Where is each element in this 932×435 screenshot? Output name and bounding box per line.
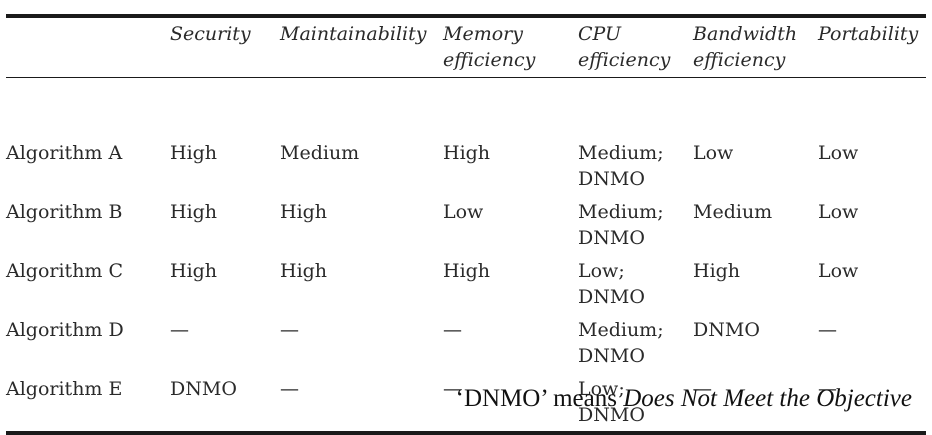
algorithm-comparison-table: Security Maintainability Memory efficienc…	[6, 18, 926, 431]
portability-cell: —	[818, 319, 837, 341]
row-label-cell: Algorithm D	[6, 319, 124, 341]
header-cell-security: Security	[170, 23, 251, 45]
security-cell: —	[170, 319, 189, 341]
table-row: Algorithm B High High Low Medium; DNMO Me…	[6, 195, 926, 254]
bandwidth-efficiency-cell: DNMO	[693, 319, 760, 341]
maintainability-cell: —	[280, 378, 299, 400]
header-cell-portability: Portability	[818, 23, 919, 45]
portability-cell: Low	[818, 260, 859, 282]
maintainability-cell: Medium	[280, 142, 360, 164]
footnote-definition: Does Not Meet the Objective	[623, 385, 912, 412]
bandwidth-efficiency-cell: Low	[693, 142, 734, 164]
cpu-efficiency-cell: Low; DNMO	[578, 260, 645, 308]
header-divider-rule	[6, 77, 926, 78]
header-cell-memory-efficiency: Memory efficiency	[443, 23, 536, 71]
portability-cell: Low	[818, 142, 859, 164]
comparison-table-container: Security Maintainability Memory efficienc…	[6, 14, 926, 435]
header-cell-cpu-efficiency: CPU efficiency	[578, 23, 671, 71]
footnote-prefix: ‘DNMO’ means	[455, 385, 624, 412]
table-row: Algorithm D — — — Medium; DNMO DNMO —	[6, 313, 926, 372]
table-top-rule	[6, 14, 926, 18]
security-cell: High	[170, 142, 218, 164]
header-cell-bandwidth-efficiency: Bandwidth efficiency	[693, 23, 798, 71]
table-row: Algorithm A High Medium High Medium; DNMO…	[6, 136, 926, 195]
header-cell-maintainability: Maintainability	[280, 23, 427, 45]
bandwidth-efficiency-cell: Medium	[693, 201, 773, 223]
memory-efficiency-cell: —	[443, 319, 462, 341]
table-header-row: Security Maintainability Memory efficienc…	[6, 18, 926, 77]
security-cell: High	[170, 260, 218, 282]
table-row: Algorithm E DNMO — — Low; DNMO — —	[6, 372, 926, 431]
security-cell: DNMO	[170, 378, 237, 400]
maintainability-cell: High	[280, 260, 328, 282]
memory-efficiency-cell: High	[443, 260, 491, 282]
bandwidth-efficiency-cell: High	[693, 260, 741, 282]
maintainability-cell: —	[280, 319, 299, 341]
memory-efficiency-cell: —	[443, 378, 462, 400]
portability-cell: Low	[818, 201, 859, 223]
bandwidth-efficiency-cell: —	[693, 378, 712, 400]
table-bottom-rule	[6, 431, 926, 435]
row-label-cell: Algorithm C	[6, 260, 124, 282]
maintainability-cell: High	[280, 201, 328, 223]
row-label-cell: Algorithm B	[6, 201, 123, 223]
row-label-cell: Algorithm A	[6, 142, 123, 164]
table-row: Algorithm C High High High Low; DNMO High…	[6, 254, 926, 313]
header-cell-blank	[6, 18, 170, 77]
memory-efficiency-cell: High	[443, 142, 491, 164]
security-cell: High	[170, 201, 218, 223]
dnmo-footnote: ‘DNMO’ means Does Not Meet the Objective	[456, 385, 912, 413]
cpu-efficiency-cell: Medium; DNMO	[578, 319, 664, 367]
portability-cell: —	[818, 378, 837, 400]
cpu-efficiency-cell: Low; DNMO	[578, 378, 645, 426]
cpu-efficiency-cell: Medium; DNMO	[578, 201, 664, 249]
memory-efficiency-cell: Low	[443, 201, 484, 223]
row-label-cell: Algorithm E	[6, 378, 123, 400]
cpu-efficiency-cell: Medium; DNMO	[578, 142, 664, 190]
